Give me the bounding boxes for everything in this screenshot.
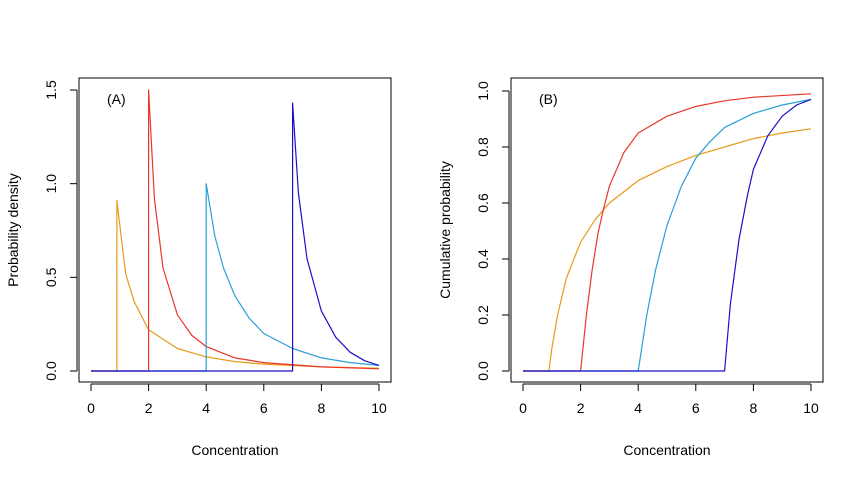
panel-b: (B) Concentration Cumulative probability…	[437, 77, 824, 458]
series-line	[91, 183, 380, 372]
series-line	[523, 93, 812, 372]
x-tick-label: 6	[260, 400, 268, 416]
x-tick-label: 10	[803, 400, 819, 416]
y-tick-label: 0.2	[475, 305, 491, 325]
y-axis-label: Cumulative probability	[437, 161, 453, 299]
ticks: 0 2 4 6 8 10 0.0 0.2 0.4 0.6 0.8 1.0	[475, 81, 819, 416]
y-axis-label: Probability density	[5, 173, 21, 287]
x-tick-label: 2	[577, 400, 585, 416]
x-axis-label: Concentration	[623, 442, 710, 458]
series-line	[523, 128, 812, 372]
series-group	[91, 89, 380, 372]
x-tick-label: 0	[519, 400, 527, 416]
x-axis-label: Concentration	[191, 442, 278, 458]
x-tick-label: 4	[634, 400, 642, 416]
y-tick-label: 0.6	[475, 193, 491, 213]
y-tick-label: 0.0	[475, 361, 491, 381]
series-group	[523, 93, 812, 372]
series-line	[91, 89, 380, 372]
series-line	[523, 98, 812, 372]
series-line	[523, 98, 812, 372]
panel-label: (A)	[107, 91, 126, 107]
series-line	[91, 102, 380, 372]
y-tick-label: 0.4	[475, 249, 491, 269]
panel-a: (A) Concentration Probability density 0 2…	[5, 77, 392, 458]
plot-frame	[78, 77, 392, 383]
x-tick-label: 4	[202, 400, 210, 416]
series-line	[91, 199, 380, 372]
x-tick-label: 10	[371, 400, 387, 416]
y-tick-label: 0.5	[43, 267, 59, 287]
x-tick-label: 2	[145, 400, 153, 416]
plot-frame	[510, 77, 824, 383]
x-tick-label: 8	[750, 400, 758, 416]
x-tick-label: 6	[692, 400, 700, 416]
y-tick-label: 1.5	[43, 80, 59, 100]
x-tick-label: 0	[87, 400, 95, 416]
ticks: 0 2 4 6 8 10 0.0 0.5 1.0 1.5	[43, 80, 387, 416]
y-tick-label: 0.8	[475, 137, 491, 157]
y-tick-label: 1.0	[43, 174, 59, 194]
y-tick-label: 1.0	[475, 81, 491, 101]
x-tick-label: 8	[318, 400, 326, 416]
panel-label: (B)	[539, 91, 558, 107]
y-tick-label: 0.0	[43, 361, 59, 381]
